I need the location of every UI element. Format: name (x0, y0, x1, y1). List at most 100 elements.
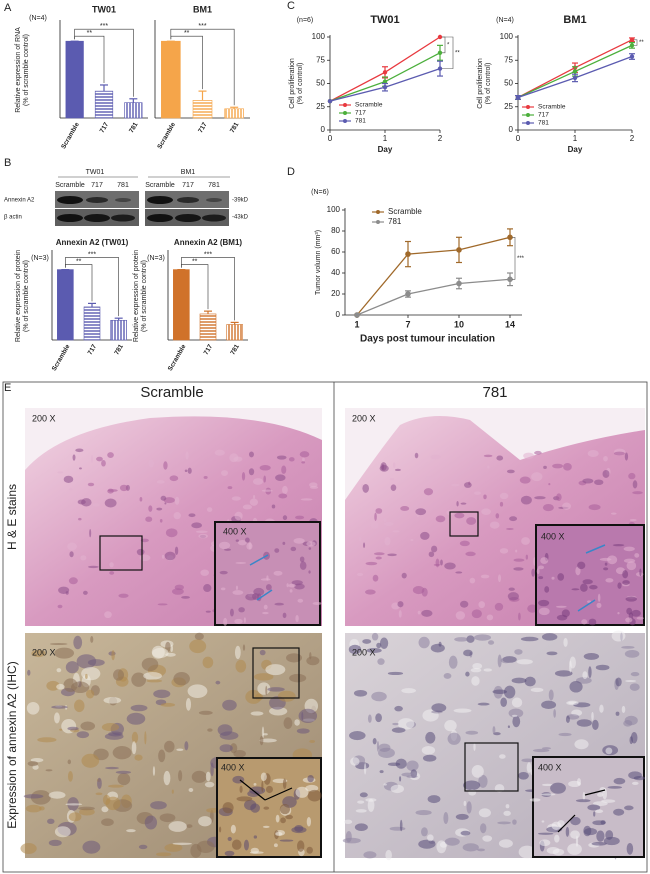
tissue-texture (587, 804, 601, 811)
tissue-texture (139, 496, 143, 502)
panel-label: D (287, 166, 295, 178)
y-tick-label: 100 (312, 32, 326, 41)
tissue-texture (621, 645, 635, 649)
tissue-texture (376, 740, 380, 752)
tissue-texture (45, 769, 53, 772)
data-point (382, 85, 388, 90)
tissue-texture (301, 461, 306, 464)
tissue-texture (117, 772, 131, 786)
tissue-texture (595, 664, 610, 671)
tissue-texture (594, 479, 604, 486)
tissue-texture (383, 517, 387, 523)
blot-row-label: β actin (4, 215, 22, 221)
tissue-texture (365, 561, 378, 566)
significance-label: *** (88, 251, 96, 258)
x-tick-label: 781 (113, 343, 125, 356)
tissue-texture (206, 507, 213, 512)
tissue-texture (464, 482, 472, 488)
tissue-texture (37, 737, 57, 743)
tissue-texture (617, 611, 620, 615)
chart-title: TW01 (370, 14, 399, 26)
tissue-texture (92, 503, 100, 507)
tissue-texture (74, 699, 85, 713)
panel-label: C (287, 0, 295, 12)
tissue-texture (508, 587, 515, 591)
tissue-texture (185, 698, 192, 711)
tissue-texture (302, 457, 305, 462)
tissue-texture (198, 816, 212, 827)
tissue-texture (607, 555, 618, 565)
y-tick-label: 25 (504, 102, 513, 111)
magnification: 200 X (32, 413, 56, 423)
tissue-texture (56, 683, 65, 690)
tissue-texture (610, 512, 617, 515)
tissue-texture (463, 649, 473, 657)
tissue-texture (538, 599, 550, 607)
tissue-texture (312, 601, 323, 605)
tissue-texture (27, 761, 39, 767)
tissue-texture (422, 754, 437, 762)
tissue-texture (296, 728, 310, 734)
tissue-texture (244, 537, 250, 543)
tissue-texture (285, 814, 293, 820)
tissue-texture (109, 571, 115, 575)
tissue-texture (443, 672, 452, 679)
tissue-texture (144, 815, 158, 830)
tissue-texture (591, 711, 594, 721)
tissue-texture (107, 784, 124, 788)
tissue-texture (558, 732, 572, 737)
tissue-texture (525, 554, 529, 560)
y-tick-label: 75 (316, 55, 325, 64)
series-line (356, 278, 511, 316)
tissue-texture (551, 821, 562, 830)
significance-bracket (170, 28, 235, 106)
tissue-texture (306, 846, 313, 854)
tissue-texture (387, 671, 404, 676)
tissue-texture (603, 455, 608, 462)
significance-label: ** (192, 258, 198, 265)
tissue-texture (537, 832, 554, 835)
tissue-texture (551, 576, 555, 580)
x-tick-label: 717 (87, 343, 99, 356)
tissue-texture (553, 708, 556, 718)
tissue-texture (605, 578, 614, 583)
tissue-texture (243, 839, 249, 851)
tissue-texture (615, 677, 622, 687)
tissue-texture (474, 491, 482, 495)
tissue-texture (306, 656, 320, 666)
tissue-texture (67, 771, 73, 782)
tissue-texture (566, 700, 579, 706)
tissue-texture (152, 647, 169, 659)
tissue-texture (307, 789, 322, 802)
tissue-texture (623, 720, 633, 727)
bar (65, 40, 84, 119)
chart-title: BM1 (563, 14, 586, 26)
data-point (437, 34, 443, 40)
tissue-texture (308, 547, 312, 550)
tissue-texture (569, 680, 583, 693)
chart-title: Annexin A2 (TW01) (56, 238, 129, 247)
annotation: (N=4) (496, 17, 514, 24)
data-point (572, 75, 578, 81)
legend-swatch (526, 105, 530, 109)
tissue-texture (168, 821, 187, 832)
tissue-texture (463, 780, 481, 791)
tissue-texture (395, 758, 407, 769)
tissue-texture (626, 561, 637, 571)
tissue-texture (76, 731, 90, 739)
tissue-texture (103, 696, 122, 704)
tissue-texture (563, 462, 572, 471)
tissue-texture (26, 701, 40, 715)
tissue-texture (119, 484, 129, 492)
tissue-texture (444, 837, 460, 846)
tissue-texture (575, 566, 581, 576)
tissue-texture (494, 602, 504, 611)
tissue-texture (394, 468, 401, 472)
tissue-texture (518, 612, 521, 621)
tissue-texture (277, 690, 296, 702)
tissue-texture (157, 603, 168, 606)
data-point (382, 70, 388, 75)
tissue-texture (164, 551, 176, 561)
tissue-texture (541, 820, 545, 823)
tissue-texture (282, 778, 287, 790)
